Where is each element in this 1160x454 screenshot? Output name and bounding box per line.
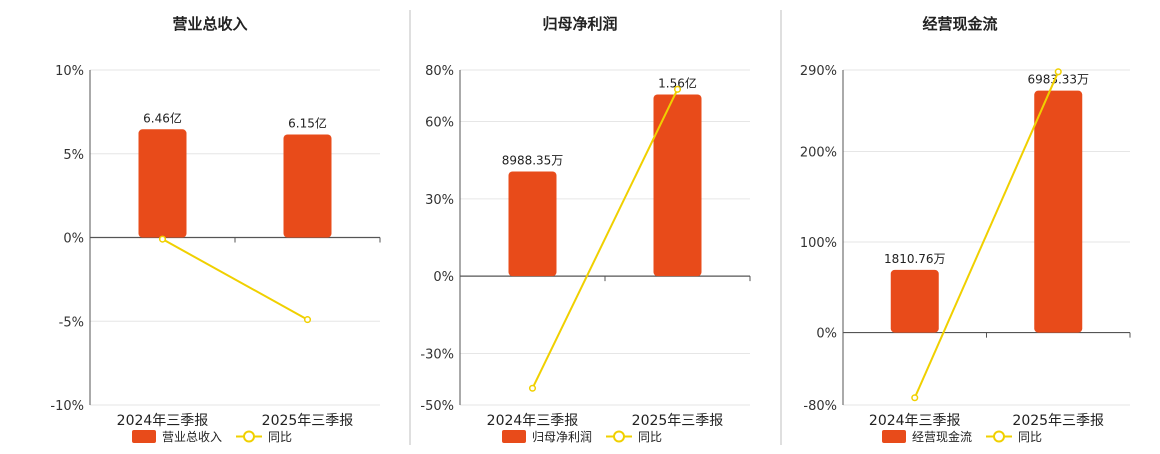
y-tick-label: 10% (55, 64, 84, 79)
bar-data-label: 6.15亿 (288, 115, 327, 130)
legend-bar-label: 归母净利润 (532, 430, 592, 444)
x-tick-label: 2024年三季报 (117, 413, 209, 429)
yoy-point-2 (673, 85, 682, 93)
legend-bar-swatch (132, 430, 156, 443)
yoy-line (531, 88, 679, 389)
bar-data-label: 6.46亿 (143, 110, 182, 125)
y-tick-label: 80% (425, 64, 454, 79)
yoy-line (913, 71, 1060, 399)
x-tick-label: 2025年三季报 (1012, 413, 1104, 429)
y-tick-label: 0% (816, 327, 837, 342)
y-tick-label: -80% (803, 399, 837, 414)
legend-line-marker (613, 430, 625, 443)
bar-1 (890, 269, 939, 333)
y-tick-label: -30% (420, 347, 454, 362)
chart-title: 归母净利润 (542, 15, 617, 33)
legend-line-label: 同比 (1018, 430, 1042, 444)
bar-data-label: 1810.76万 (884, 252, 946, 266)
yoy-point-1 (528, 384, 537, 392)
y-tick-label: 60% (425, 116, 454, 131)
bar-2 (653, 94, 702, 277)
bar-2 (283, 134, 332, 238)
y-tick-label: 200% (800, 145, 837, 160)
legend-line-marker (993, 430, 1005, 443)
yoy-point-2 (1054, 68, 1062, 76)
x-tick-label: 2025年三季报 (632, 413, 724, 429)
yoy-point-1 (158, 235, 167, 243)
bar-data-label: 6983.33万 (1027, 73, 1089, 87)
legend-line-label: 同比 (268, 430, 292, 444)
y-tick-label: 0% (433, 270, 454, 285)
y-tick-label: 290% (800, 64, 837, 79)
bar-data-label: 1.56亿 (658, 75, 697, 90)
y-tick-label: -5% (59, 315, 84, 330)
legend-bar-label: 营业总收入 (162, 430, 222, 444)
x-tick-label: 2024年三季报 (869, 413, 961, 429)
legend-bar-label: 经营现金流 (912, 429, 972, 444)
y-tick-label: 0% (63, 232, 84, 247)
y-tick-label: -10% (50, 399, 84, 414)
bar-2 (1034, 90, 1083, 333)
y-tick-label: 100% (800, 236, 837, 251)
legend-line-label: 同比 (638, 430, 662, 444)
legend-line-marker (243, 430, 255, 443)
x-tick-label: 2025年三季报 (262, 413, 354, 429)
yoy-point-2 (303, 316, 312, 324)
chart-title: 经营现金流 (922, 15, 997, 33)
y-tick-label: 5% (63, 148, 84, 163)
y-tick-label: -50% (420, 399, 454, 414)
chart-title: 营业总收入 (172, 15, 247, 33)
x-tick-label: 2024年三季报 (487, 413, 579, 429)
yoy-point-1 (911, 394, 919, 402)
legend-bar-swatch (882, 430, 906, 443)
bar-data-label: 8988.35万 (502, 153, 564, 167)
yoy-line (162, 238, 308, 321)
bar-1 (508, 171, 557, 277)
legend-bar-swatch (502, 430, 526, 443)
bar-1 (138, 129, 187, 238)
y-tick-label: 30% (425, 193, 454, 208)
